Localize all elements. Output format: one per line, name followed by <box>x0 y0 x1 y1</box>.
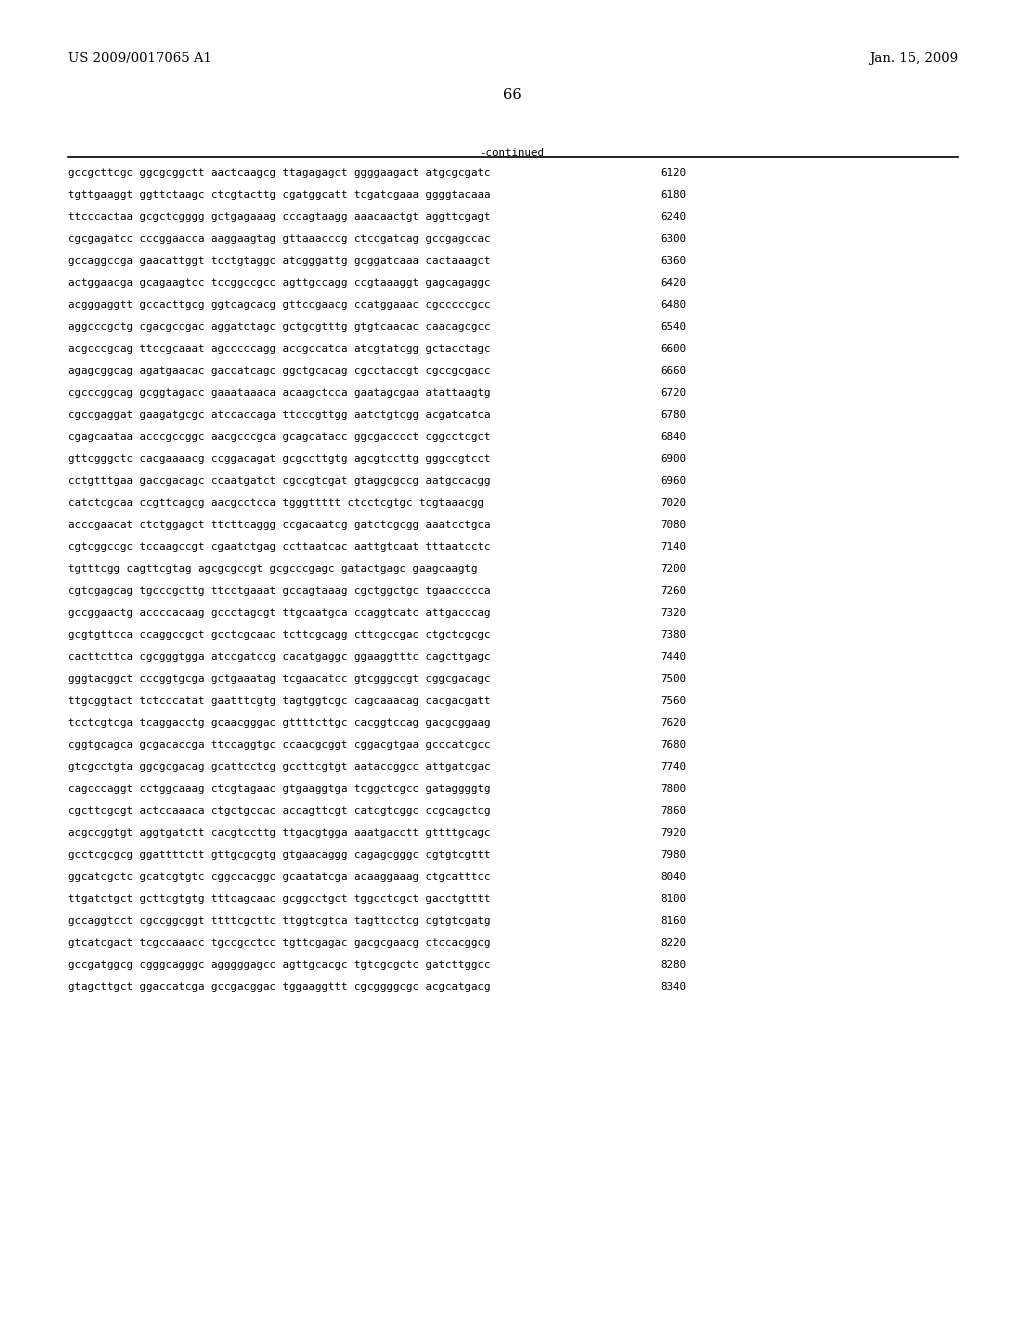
Text: 7800: 7800 <box>660 784 686 795</box>
Text: 6420: 6420 <box>660 279 686 288</box>
Text: cctgtttgaa gaccgacagc ccaatgatct cgccgtcgat gtaggcgccg aatgccacgg: cctgtttgaa gaccgacagc ccaatgatct cgccgtc… <box>68 477 490 486</box>
Text: 6480: 6480 <box>660 300 686 310</box>
Text: 7680: 7680 <box>660 741 686 750</box>
Text: 7560: 7560 <box>660 696 686 706</box>
Text: cgcttcgcgt actccaaaca ctgctgccac accagttcgt catcgtcggc ccgcagctcg: cgcttcgcgt actccaaaca ctgctgccac accagtt… <box>68 807 490 816</box>
Text: 7260: 7260 <box>660 586 686 597</box>
Text: cgagcaataa acccgccggc aacgcccgca gcagcatacc ggcgacccct cggcctcgct: cgagcaataa acccgccggc aacgcccgca gcagcat… <box>68 432 490 442</box>
Text: 7140: 7140 <box>660 543 686 552</box>
Text: gcctcgcgcg ggattttctt gttgcgcgtg gtgaacaggg cagagcgggc cgtgtcgttt: gcctcgcgcg ggattttctt gttgcgcgtg gtgaaca… <box>68 850 490 861</box>
Text: cgccgaggat gaagatgcgc atccaccaga ttcccgttgg aatctgtcgg acgatcatca: cgccgaggat gaagatgcgc atccaccaga ttcccgt… <box>68 411 490 420</box>
Text: cagcccaggt cctggcaaag ctcgtagaac gtgaaggtga tcggctcgcc gataggggtg: cagcccaggt cctggcaaag ctcgtagaac gtgaagg… <box>68 784 490 795</box>
Text: ggcatcgctc gcatcgtgtc cggccacggc gcaatatcga acaaggaaag ctgcatttcc: ggcatcgctc gcatcgtgtc cggccacggc gcaatat… <box>68 873 490 882</box>
Text: catctcgcaa ccgttcagcg aacgcctcca tgggttttt ctcctcgtgc tcgtaaacgg: catctcgcaa ccgttcagcg aacgcctcca tgggttt… <box>68 498 484 508</box>
Text: 8040: 8040 <box>660 873 686 882</box>
Text: Jan. 15, 2009: Jan. 15, 2009 <box>869 51 958 65</box>
Text: 6600: 6600 <box>660 345 686 354</box>
Text: 66: 66 <box>503 88 521 102</box>
Text: 7440: 7440 <box>660 652 686 663</box>
Text: 7320: 7320 <box>660 609 686 618</box>
Text: 6360: 6360 <box>660 256 686 267</box>
Text: -continued: -continued <box>479 148 545 158</box>
Text: 7500: 7500 <box>660 675 686 684</box>
Text: gtagcttgct ggaccatcga gccgacggac tggaaggttt cgcggggcgc acgcatgacg: gtagcttgct ggaccatcga gccgacggac tggaagg… <box>68 982 490 993</box>
Text: gcgtgttcca ccaggccgct gcctcgcaac tcttcgcagg cttcgccgac ctgctcgcgc: gcgtgttcca ccaggccgct gcctcgcaac tcttcgc… <box>68 630 490 640</box>
Text: 8340: 8340 <box>660 982 686 993</box>
Text: 7860: 7860 <box>660 807 686 816</box>
Text: 6540: 6540 <box>660 322 686 333</box>
Text: gtcgcctgta ggcgcgacag gcattcctcg gccttcgtgt aataccggcc attgatcgac: gtcgcctgta ggcgcgacag gcattcctcg gccttcg… <box>68 762 490 772</box>
Text: gccgatggcg cgggcagggc agggggagcc agttgcacgc tgtcgcgctc gatcttggcc: gccgatggcg cgggcagggc agggggagcc agttgca… <box>68 960 490 970</box>
Text: cgtcgagcag tgcccgcttg ttcctgaaat gccagtaaag cgctggctgc tgaaccccca: cgtcgagcag tgcccgcttg ttcctgaaat gccagta… <box>68 586 490 597</box>
Text: actggaacga gcagaagtcc tccggccgcc agttgccagg ccgtaaaggt gagcagaggc: actggaacga gcagaagtcc tccggccgcc agttgcc… <box>68 279 490 288</box>
Text: gccaggtcct cgccggcggt ttttcgcttc ttggtcgtca tagttcctcg cgtgtcgatg: gccaggtcct cgccggcggt ttttcgcttc ttggtcg… <box>68 916 490 927</box>
Text: 7380: 7380 <box>660 630 686 640</box>
Text: 7980: 7980 <box>660 850 686 861</box>
Text: tgtttcgg cagttcgtag agcgcgccgt gcgcccgagc gatactgagc gaagcaagtg: tgtttcgg cagttcgtag agcgcgccgt gcgcccgag… <box>68 564 477 574</box>
Text: acgccggtgt aggtgatctt cacgtccttg ttgacgtgga aaatgacctt gttttgcagc: acgccggtgt aggtgatctt cacgtccttg ttgacgt… <box>68 828 490 838</box>
Text: tcctcgtcga tcaggacctg gcaacgggac gttttcttgc cacggtccag gacgcggaag: tcctcgtcga tcaggacctg gcaacgggac gttttct… <box>68 718 490 729</box>
Text: gttcgggctc cacgaaaacg ccggacagat gcgccttgtg agcgtccttg gggccgtcct: gttcgggctc cacgaaaacg ccggacagat gcgcctt… <box>68 454 490 465</box>
Text: cacttcttca cgcgggtgga atccgatccg cacatgaggc ggaaggtttc cagcttgagc: cacttcttca cgcgggtgga atccgatccg cacatga… <box>68 652 490 663</box>
Text: gccaggccga gaacattggt tcctgtaggc atcgggattg gcggatcaaa cactaaagct: gccaggccga gaacattggt tcctgtaggc atcggga… <box>68 256 490 267</box>
Text: 8160: 8160 <box>660 916 686 927</box>
Text: 6240: 6240 <box>660 213 686 222</box>
Text: 6960: 6960 <box>660 477 686 486</box>
Text: 7620: 7620 <box>660 718 686 729</box>
Text: ttcccactaa gcgctcgggg gctgagaaag cccagtaagg aaacaactgt aggttcgagt: ttcccactaa gcgctcgggg gctgagaaag cccagta… <box>68 213 490 222</box>
Text: ttgatctgct gcttcgtgtg tttcagcaac gcggcctgct tggcctcgct gacctgtttt: ttgatctgct gcttcgtgtg tttcagcaac gcggcct… <box>68 894 490 904</box>
Text: cgtcggccgc tccaagccgt cgaatctgag ccttaatcac aattgtcaat tttaatcctc: cgtcggccgc tccaagccgt cgaatctgag ccttaat… <box>68 543 490 552</box>
Text: cgcccggcag gcggtagacc gaaataaaca acaagctcca gaatagcgaa atattaagtg: cgcccggcag gcggtagacc gaaataaaca acaagct… <box>68 388 490 399</box>
Text: 6180: 6180 <box>660 190 686 201</box>
Text: 7080: 7080 <box>660 520 686 531</box>
Text: 6780: 6780 <box>660 411 686 420</box>
Text: gccggaactg accccacaag gccctagcgt ttgcaatgca ccaggtcatc attgacccag: gccggaactg accccacaag gccctagcgt ttgcaat… <box>68 609 490 618</box>
Text: gccgcttcgc ggcgcggctt aactcaagcg ttagagagct ggggaagact atgcgcgatc: gccgcttcgc ggcgcggctt aactcaagcg ttagaga… <box>68 168 490 178</box>
Text: 8220: 8220 <box>660 939 686 948</box>
Text: 6660: 6660 <box>660 366 686 376</box>
Text: acgcccgcag ttccgcaaat agcccccagg accgccatca atcgtatcgg gctacctagc: acgcccgcag ttccgcaaat agcccccagg accgcca… <box>68 345 490 354</box>
Text: agagcggcag agatgaacac gaccatcagc ggctgcacag cgcctaccgt cgccgcgacc: agagcggcag agatgaacac gaccatcagc ggctgca… <box>68 366 490 376</box>
Text: 7740: 7740 <box>660 762 686 772</box>
Text: gggtacggct cccggtgcga gctgaaatag tcgaacatcc gtcgggccgt cggcgacagc: gggtacggct cccggtgcga gctgaaatag tcgaaca… <box>68 675 490 684</box>
Text: US 2009/0017065 A1: US 2009/0017065 A1 <box>68 51 212 65</box>
Text: 8100: 8100 <box>660 894 686 904</box>
Text: 6300: 6300 <box>660 234 686 244</box>
Text: 6720: 6720 <box>660 388 686 399</box>
Text: acgggaggtt gccacttgcg ggtcagcacg gttccgaacg ccatggaaac cgcccccgcc: acgggaggtt gccacttgcg ggtcagcacg gttccga… <box>68 300 490 310</box>
Text: 7200: 7200 <box>660 564 686 574</box>
Text: 6900: 6900 <box>660 454 686 465</box>
Text: 7920: 7920 <box>660 828 686 838</box>
Text: ttgcggtact tctcccatat gaatttcgtg tagtggtcgc cagcaaacag cacgacgatt: ttgcggtact tctcccatat gaatttcgtg tagtggt… <box>68 696 490 706</box>
Text: cgcgagatcc cccggaacca aaggaagtag gttaaacccg ctccgatcag gccgagccac: cgcgagatcc cccggaacca aaggaagtag gttaaac… <box>68 234 490 244</box>
Text: acccgaacat ctctggagct ttcttcaggg ccgacaatcg gatctcgcgg aaatcctgca: acccgaacat ctctggagct ttcttcaggg ccgacaa… <box>68 520 490 531</box>
Text: aggcccgctg cgacgccgac aggatctagc gctgcgtttg gtgtcaacac caacagcgcc: aggcccgctg cgacgccgac aggatctagc gctgcgt… <box>68 322 490 333</box>
Text: gtcatcgact tcgccaaacc tgccgcctcc tgttcgagac gacgcgaacg ctccacggcg: gtcatcgact tcgccaaacc tgccgcctcc tgttcga… <box>68 939 490 948</box>
Text: 7020: 7020 <box>660 498 686 508</box>
Text: 8280: 8280 <box>660 960 686 970</box>
Text: cggtgcagca gcgacaccga ttccaggtgc ccaacgcggt cggacgtgaa gcccatcgcc: cggtgcagca gcgacaccga ttccaggtgc ccaacgc… <box>68 741 490 750</box>
Text: 6840: 6840 <box>660 432 686 442</box>
Text: tgttgaaggt ggttctaagc ctcgtacttg cgatggcatt tcgatcgaaa ggggtacaaa: tgttgaaggt ggttctaagc ctcgtacttg cgatggc… <box>68 190 490 201</box>
Text: 6120: 6120 <box>660 168 686 178</box>
